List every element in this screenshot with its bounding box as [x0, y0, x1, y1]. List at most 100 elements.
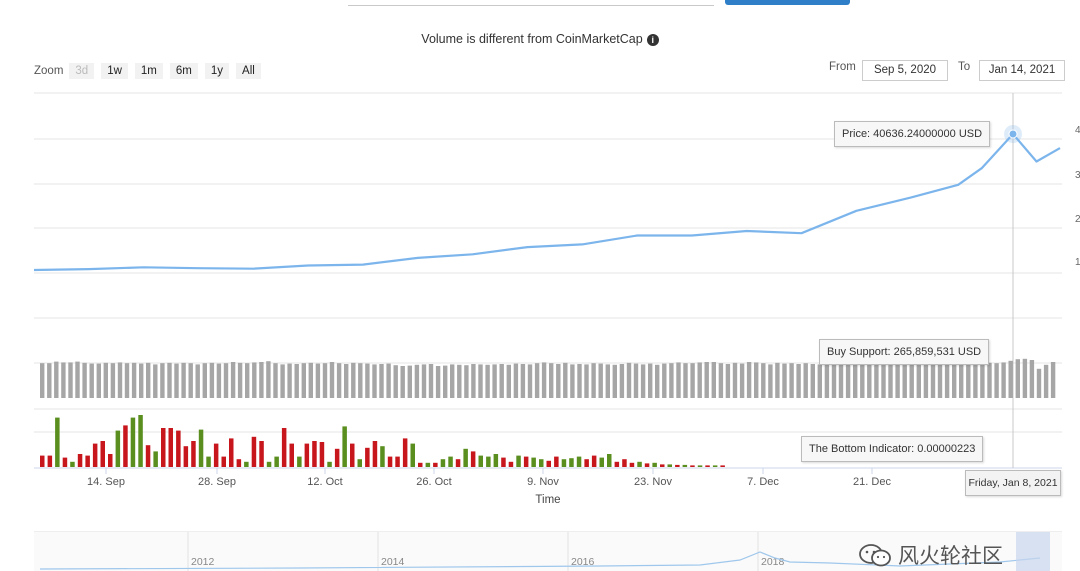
bottom-indicator-bar	[327, 461, 332, 467]
buy-support-bar	[577, 364, 582, 398]
buy-support-bar	[457, 364, 462, 398]
buy-support-bar	[294, 364, 299, 398]
buy-support-bar	[464, 365, 469, 398]
x-tick-label: 7. Dec	[747, 476, 779, 488]
buy-support-bar	[605, 364, 610, 398]
top-action-button[interactable]	[725, 0, 850, 5]
x-tick-label: 26. Oct	[416, 476, 451, 488]
buy-support-bar	[584, 364, 589, 398]
buy-support-bar	[937, 362, 943, 398]
navigator-selection	[1016, 532, 1050, 571]
buy-support-bar	[174, 363, 179, 398]
bottom-indicator-bar	[440, 459, 446, 467]
bottom-indicator-bar	[486, 456, 491, 467]
y-tick-label: 2	[1075, 214, 1080, 225]
zoom-3d-button[interactable]: 3d	[69, 63, 95, 79]
info-icon[interactable]: i	[646, 34, 659, 46]
bottom-indicator-bar	[380, 446, 385, 467]
buy-support-bar	[860, 364, 865, 398]
volume-notice: Volume is different from CoinMarketCap i	[0, 32, 1080, 46]
buy-support-bar	[1036, 368, 1042, 398]
buy-support-bar	[824, 363, 830, 398]
bottom-indicator-bar	[531, 457, 536, 467]
bottom-indicator-bar	[418, 462, 423, 467]
buy-support-bar	[513, 363, 519, 398]
bottom-indicator-bar	[161, 428, 166, 467]
bottom-indicator-bar	[584, 459, 589, 467]
from-date-input[interactable]: Sep 5, 2020	[862, 60, 948, 81]
bottom-indicator-bar	[508, 461, 514, 467]
bottom-indicator-bar	[153, 451, 158, 467]
navigator-tick-label: 2014	[381, 556, 405, 568]
bottom-indicator-bar	[77, 454, 83, 467]
buy-support-bar	[124, 363, 130, 398]
buy-support-bar	[1050, 362, 1056, 398]
buy-support-bar	[549, 363, 554, 398]
bottom-indicator-bar	[176, 430, 181, 467]
buy-support-bar	[110, 363, 116, 398]
buy-support-bar	[209, 362, 215, 398]
buy-support-bar	[393, 365, 398, 398]
bottom-indicator-bar	[448, 456, 453, 467]
buy-support-bar	[407, 365, 412, 398]
bottom-indicator-bar	[266, 461, 272, 467]
zoom-all-button[interactable]: All	[236, 63, 261, 79]
buy-support-bar	[697, 362, 702, 398]
buy-support-bar	[160, 363, 165, 398]
bottom-indicator-bar	[274, 456, 279, 467]
buy-support-bar	[598, 363, 603, 398]
buy-support-bar	[499, 364, 504, 398]
buy-support-bar	[1029, 360, 1035, 398]
bottom-indicator-bar	[599, 457, 604, 467]
buy-support-bar	[82, 362, 87, 398]
buy-support-bar	[1008, 360, 1013, 398]
buy-support-bar	[245, 363, 250, 398]
buy-support-bar	[944, 363, 950, 398]
buy-support-bar	[428, 364, 434, 398]
bottom-indicator-bar	[55, 417, 60, 467]
bottom-indicator-bar	[690, 465, 695, 467]
buy-support-bar	[485, 364, 490, 398]
buy-support-bar	[223, 363, 229, 398]
search-field-underline[interactable]	[348, 0, 714, 6]
bottom-indicator-bar	[569, 458, 574, 467]
buy-support-bar	[237, 362, 243, 398]
bottom-indicator-bar	[281, 428, 287, 467]
buy-support-bar	[782, 363, 787, 398]
buy-support-bar	[400, 366, 405, 398]
price-line	[33, 132, 1061, 272]
zoom-1m-button[interactable]: 1m	[134, 63, 163, 79]
buy-support-bar	[1015, 359, 1020, 398]
bottom-indicator-bar	[591, 455, 597, 467]
buy-support-bar	[75, 361, 80, 398]
bottom-indicator-bar	[145, 445, 151, 467]
buy-support-bar	[131, 362, 137, 398]
bottom-indicator-bar	[546, 460, 551, 467]
buy-support-bar	[421, 364, 427, 398]
bottom-indicator-bar	[705, 465, 710, 467]
zoom-1y-button[interactable]: 1y	[204, 63, 230, 79]
bottom-indicator-bar	[70, 461, 75, 467]
buy-support-bar	[754, 362, 759, 398]
x-tick-label: 14. Sep	[87, 476, 125, 488]
buy-support-bar	[619, 364, 625, 398]
bottom-indicator-bar	[297, 456, 302, 467]
buy-support-bar	[980, 361, 985, 398]
buy-support-bar	[923, 362, 929, 398]
buy-support-tooltip: Buy Support: 265,859,531 USD	[819, 339, 990, 365]
bottom-indicator-bar	[130, 417, 136, 467]
bottom-indicator-bar	[387, 456, 393, 467]
zoom-6m-button[interactable]: 6m	[169, 63, 198, 79]
bottom-indicator-bar	[493, 454, 499, 467]
bottom-indicator-bar	[229, 438, 234, 467]
to-date-input[interactable]: Jan 14, 2021	[979, 60, 1065, 81]
zoom-1w-button[interactable]: 1w	[101, 63, 128, 79]
x-axis-title: Time	[535, 494, 560, 506]
buy-support-bar	[443, 365, 448, 398]
buy-support-bar	[520, 364, 526, 398]
bottom-indicator-bar	[365, 447, 370, 467]
bottom-indicator-bar	[206, 456, 211, 467]
bottom-indicator-bar	[433, 462, 438, 467]
buy-support-bar	[739, 363, 745, 398]
